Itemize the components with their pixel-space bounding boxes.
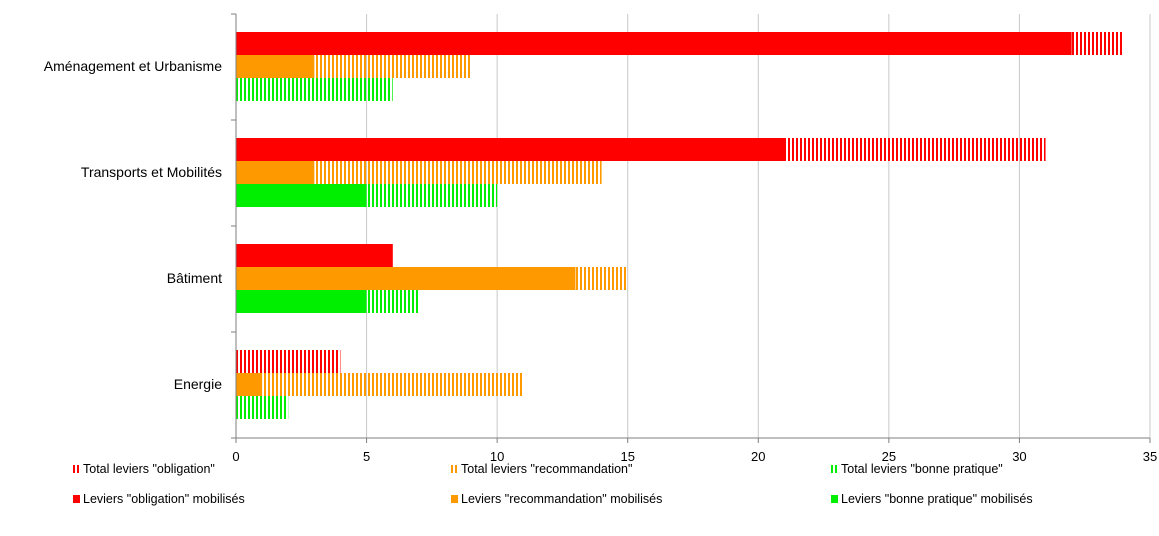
legend-swatch bbox=[831, 495, 838, 503]
legend-label: Total leviers "bonne pratique" bbox=[841, 462, 1003, 476]
bar-mobilised bbox=[236, 32, 1072, 55]
category-label: Transports et Mobilités bbox=[81, 164, 222, 180]
legend-label: Total leviers "obligation" bbox=[83, 462, 215, 476]
legend-label: Total leviers "recommandation" bbox=[461, 462, 632, 476]
legend-label: Leviers "recommandation" mobilisés bbox=[461, 492, 662, 506]
bar-mobilised bbox=[236, 184, 367, 207]
legend: Total leviers "obligation" Total leviers … bbox=[73, 462, 1033, 506]
x-tick-label: 30 bbox=[1012, 449, 1026, 464]
x-tick-label: 5 bbox=[363, 449, 370, 464]
category-label: Bâtiment bbox=[167, 270, 222, 286]
legend-swatch bbox=[455, 465, 457, 473]
bar-mobilised bbox=[236, 267, 576, 290]
bars bbox=[236, 32, 1124, 419]
bar-mobilised bbox=[236, 290, 367, 313]
category-label: Energie bbox=[174, 376, 222, 392]
bar-total bbox=[236, 161, 602, 184]
legend-swatch bbox=[451, 465, 453, 473]
bar-total bbox=[236, 78, 393, 101]
legend-swatch bbox=[451, 495, 458, 503]
legend-swatch bbox=[73, 465, 75, 473]
bar-mobilised bbox=[236, 161, 315, 184]
bar-total bbox=[236, 373, 524, 396]
bar-total bbox=[236, 350, 341, 373]
bar-mobilised bbox=[236, 138, 785, 161]
x-tick-label: 0 bbox=[232, 449, 239, 464]
legend-swatch bbox=[831, 465, 833, 473]
gridlines bbox=[366, 14, 1151, 438]
bar-mobilised bbox=[236, 55, 315, 78]
axes: 0 5 10 15 20 25 30 35 Aménagement et Urbanisme Tr… bbox=[44, 13, 1157, 464]
bar-total bbox=[236, 396, 289, 419]
legend-label: Leviers "bonne pratique" mobilisés bbox=[841, 492, 1033, 506]
legend-label: Leviers "obligation" mobilisés bbox=[83, 492, 245, 506]
x-tick-label: 10 bbox=[490, 449, 504, 464]
category-label: Aménagement et Urbanisme bbox=[44, 58, 222, 74]
legend-swatch bbox=[73, 495, 80, 503]
legend-swatch bbox=[77, 465, 79, 473]
x-tick-label: 35 bbox=[1143, 449, 1157, 464]
legend-swatch bbox=[835, 465, 837, 473]
bar-mobilised bbox=[236, 373, 263, 396]
x-tick-label: 25 bbox=[882, 449, 896, 464]
bar-mobilised bbox=[236, 244, 393, 267]
x-tick-label: 15 bbox=[620, 449, 634, 464]
x-tick-label: 20 bbox=[751, 449, 765, 464]
